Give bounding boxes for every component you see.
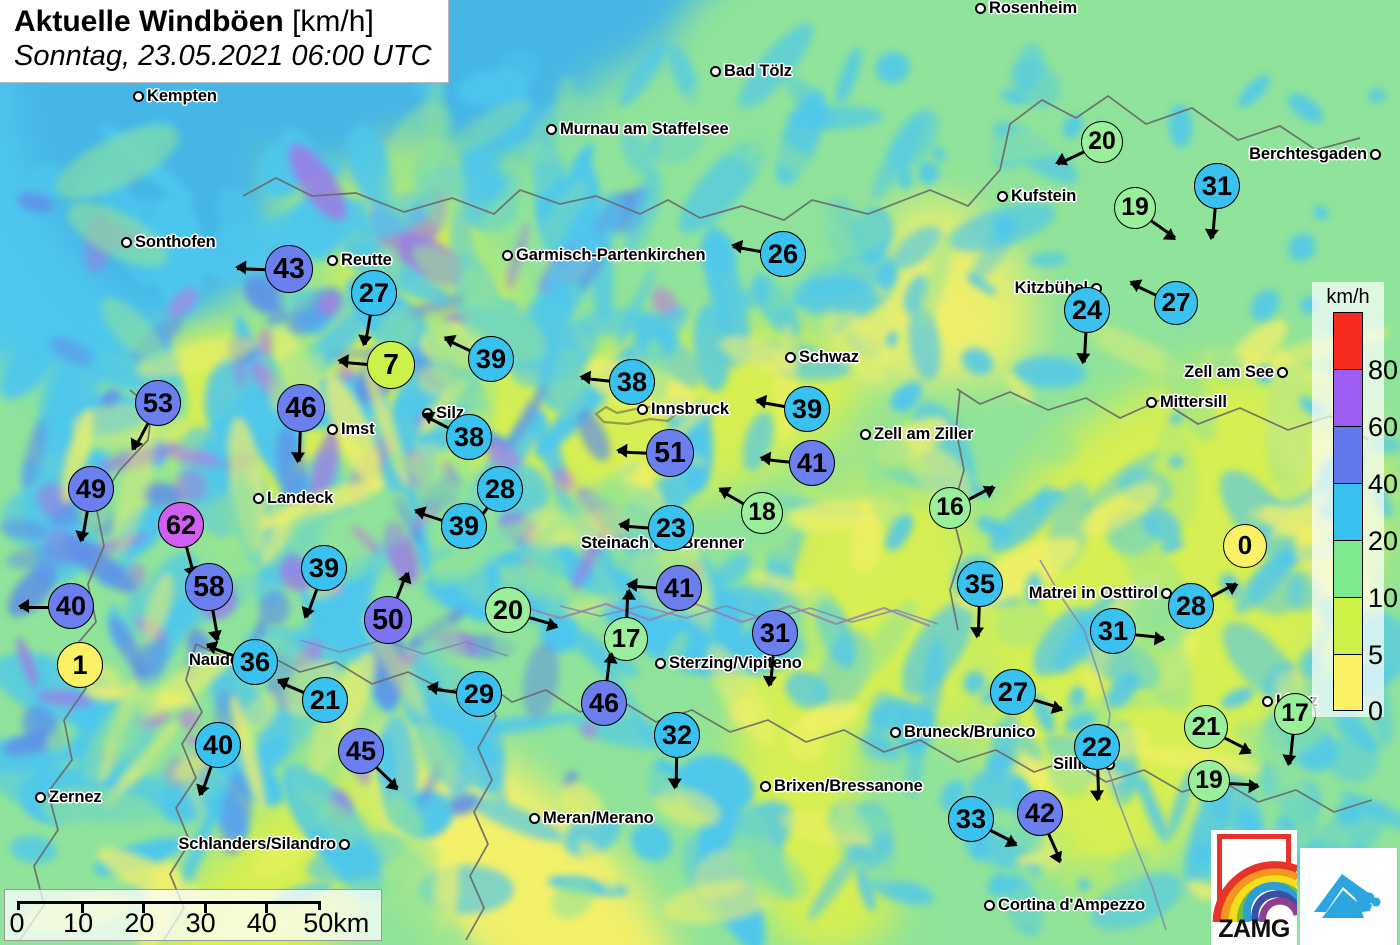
wind-gust-value-bubble[interactable]: 23 bbox=[648, 505, 694, 551]
wind-gust-value-bubble[interactable]: 40 bbox=[48, 583, 94, 629]
wind-gust-value-bubble[interactable]: 29 bbox=[456, 671, 502, 717]
wind-gust-value-bubble[interactable]: 0 bbox=[1223, 524, 1267, 568]
wind-gust-value-bubble[interactable]: 42 bbox=[1017, 790, 1063, 836]
legend-tick-label: 60 bbox=[1368, 412, 1399, 442]
wind-gust-value-bubble[interactable]: 58 bbox=[185, 563, 233, 611]
wind-gust-value-bubble[interactable]: 17 bbox=[1274, 693, 1316, 735]
scale-rule bbox=[17, 901, 321, 913]
wind-gust-value-bubble[interactable]: 46 bbox=[581, 680, 627, 726]
wind-gust-value-bubble[interactable]: 49 bbox=[68, 466, 114, 512]
wind-gust-value-bubble[interactable]: 28 bbox=[1168, 583, 1214, 629]
wind-gust-value-bubble[interactable]: 24 bbox=[1064, 287, 1110, 333]
wind-gust-value-bubble[interactable]: 39 bbox=[301, 545, 347, 591]
provincial-border bbox=[519, 602, 931, 627]
scale-tick bbox=[81, 904, 85, 913]
wind-gust-value-bubble[interactable]: 27 bbox=[1154, 281, 1198, 325]
scale-tick-label: 0 bbox=[9, 908, 25, 938]
zamg-logo-text: ZAMG bbox=[1218, 915, 1290, 943]
wind-gust-value-bubble[interactable]: 50 bbox=[364, 596, 412, 644]
wind-gust-value-bubble[interactable]: 19 bbox=[1114, 187, 1156, 229]
wind-gust-value-bubble[interactable]: 31 bbox=[752, 610, 798, 656]
legend-band: 80 bbox=[1333, 312, 1398, 384]
wind-gust-value-bubble[interactable]: 18 bbox=[741, 492, 783, 534]
city-outline-innsbruck bbox=[594, 404, 678, 426]
wind-gust-value-bubble[interactable]: 43 bbox=[265, 245, 313, 293]
wind-gust-value-bubble[interactable]: 41 bbox=[789, 440, 835, 486]
wind-gust-value-bubble[interactable]: 22 bbox=[1074, 724, 1120, 770]
legend-band: 20 bbox=[1333, 483, 1398, 555]
scale-labels: 0 10 20 30 40 50km bbox=[5, 910, 381, 940]
wind-gust-value-bubble[interactable]: 36 bbox=[232, 639, 278, 685]
logo-strip: ZAMG bbox=[1211, 830, 1397, 945]
wind-gust-value-bubble[interactable]: 27 bbox=[351, 270, 397, 316]
legend-unit-label: km/h bbox=[1326, 286, 1370, 308]
rainbow-icon bbox=[1212, 861, 1297, 922]
wind-gust-value-bubble[interactable]: 40 bbox=[195, 722, 241, 768]
zamg-logo: ZAMG bbox=[1211, 830, 1297, 945]
map-subtitle: Sonntag, 23.05.2021 06:00 UTC bbox=[14, 39, 432, 72]
map-title-line: Aktuelle Windböen [km/h] bbox=[14, 5, 432, 39]
wind-gust-value-bubble[interactable]: 20 bbox=[485, 587, 531, 633]
wind-gust-value-bubble[interactable]: 39 bbox=[441, 503, 487, 549]
wind-gust-value-bubble[interactable]: 46 bbox=[277, 384, 325, 432]
rivers bbox=[299, 559, 1167, 931]
legend-tick-label: 10 bbox=[1368, 583, 1399, 613]
legend-band: 0 bbox=[1333, 654, 1383, 725]
wind-gust-value-bubble[interactable]: 26 bbox=[760, 231, 806, 277]
scale-tick-label: 10 bbox=[63, 908, 94, 938]
map-title-main: Aktuelle Windböen bbox=[14, 5, 284, 38]
scale-tick-label: 40 bbox=[246, 908, 277, 938]
color-legend: km/h 80 60 40 20 10 5 0 bbox=[1312, 282, 1398, 725]
wind-gust-value-bubble[interactable]: 16 bbox=[929, 487, 971, 529]
wind-gust-value-bubble[interactable]: 33 bbox=[948, 796, 994, 842]
partner-logo bbox=[1300, 848, 1397, 945]
wind-gust-value-bubble[interactable]: 1 bbox=[57, 642, 103, 688]
wind-gust-value-bubble[interactable]: 62 bbox=[158, 502, 204, 548]
legend-tick-label: 0 bbox=[1368, 696, 1384, 726]
legend-band: 60 bbox=[1333, 369, 1398, 441]
legend-tick-label: 80 bbox=[1368, 355, 1399, 385]
wind-gust-value-bubble[interactable]: 38 bbox=[446, 414, 492, 460]
wind-gust-value-bubble[interactable]: 53 bbox=[135, 380, 181, 426]
legend-tick-label: 5 bbox=[1368, 640, 1384, 670]
wind-gust-value-bubble[interactable]: 41 bbox=[656, 565, 702, 611]
wind-gust-value-bubble[interactable]: 7 bbox=[367, 341, 415, 389]
map-title-unit: [km/h] bbox=[292, 5, 374, 38]
distance-scale-bar: 0 10 20 30 40 50km bbox=[4, 889, 382, 941]
wind-gust-value-bubble[interactable]: 45 bbox=[338, 728, 384, 774]
wind-gust-value-bubble[interactable]: 39 bbox=[468, 336, 514, 382]
scale-tick-label: 50km bbox=[303, 908, 370, 938]
wind-gust-value-bubble[interactable]: 21 bbox=[302, 677, 348, 723]
wind-gust-value-bubble[interactable]: 17 bbox=[604, 617, 648, 661]
mountain-cloud-icon bbox=[1313, 873, 1380, 918]
scale-tick bbox=[142, 904, 146, 913]
legend-tick-label: 40 bbox=[1368, 469, 1399, 499]
wind-gust-value-bubble[interactable]: 38 bbox=[609, 359, 655, 405]
wind-gust-value-bubble[interactable]: 19 bbox=[1188, 760, 1230, 802]
wind-gust-value-bubble[interactable]: 39 bbox=[784, 386, 830, 432]
scale-tick bbox=[203, 904, 207, 913]
wind-gust-value-bubble[interactable]: 32 bbox=[654, 712, 700, 758]
legend-color-bar: 80 60 40 20 10 5 0 bbox=[1333, 312, 1398, 725]
scale-tick-label: 20 bbox=[124, 908, 155, 938]
wind-gust-value-bubble[interactable]: 31 bbox=[1194, 163, 1240, 209]
map-title-box: Aktuelle Windböen [km/h] Sonntag, 23.05.… bbox=[0, 0, 449, 83]
legend-band: 40 bbox=[1333, 426, 1398, 498]
legend-band: 5 bbox=[1333, 597, 1383, 669]
wind-gust-value-bubble[interactable]: 20 bbox=[1081, 121, 1123, 163]
wind-gust-value-bubble[interactable]: 27 bbox=[990, 669, 1036, 715]
country-borders bbox=[19, 94, 1373, 941]
wind-gust-value-bubble[interactable]: 35 bbox=[957, 561, 1003, 607]
wind-gust-value-bubble[interactable]: 21 bbox=[1184, 705, 1228, 749]
scale-tick-label: 30 bbox=[185, 908, 216, 938]
wind-gust-value-bubble[interactable]: 51 bbox=[646, 429, 694, 477]
scale-tick bbox=[264, 904, 268, 913]
legend-tick-label: 20 bbox=[1368, 526, 1399, 556]
wind-gust-value-bubble[interactable]: 31 bbox=[1090, 608, 1136, 654]
legend-band: 10 bbox=[1333, 540, 1398, 612]
wind-gust-value-bubble[interactable]: 28 bbox=[477, 466, 523, 512]
